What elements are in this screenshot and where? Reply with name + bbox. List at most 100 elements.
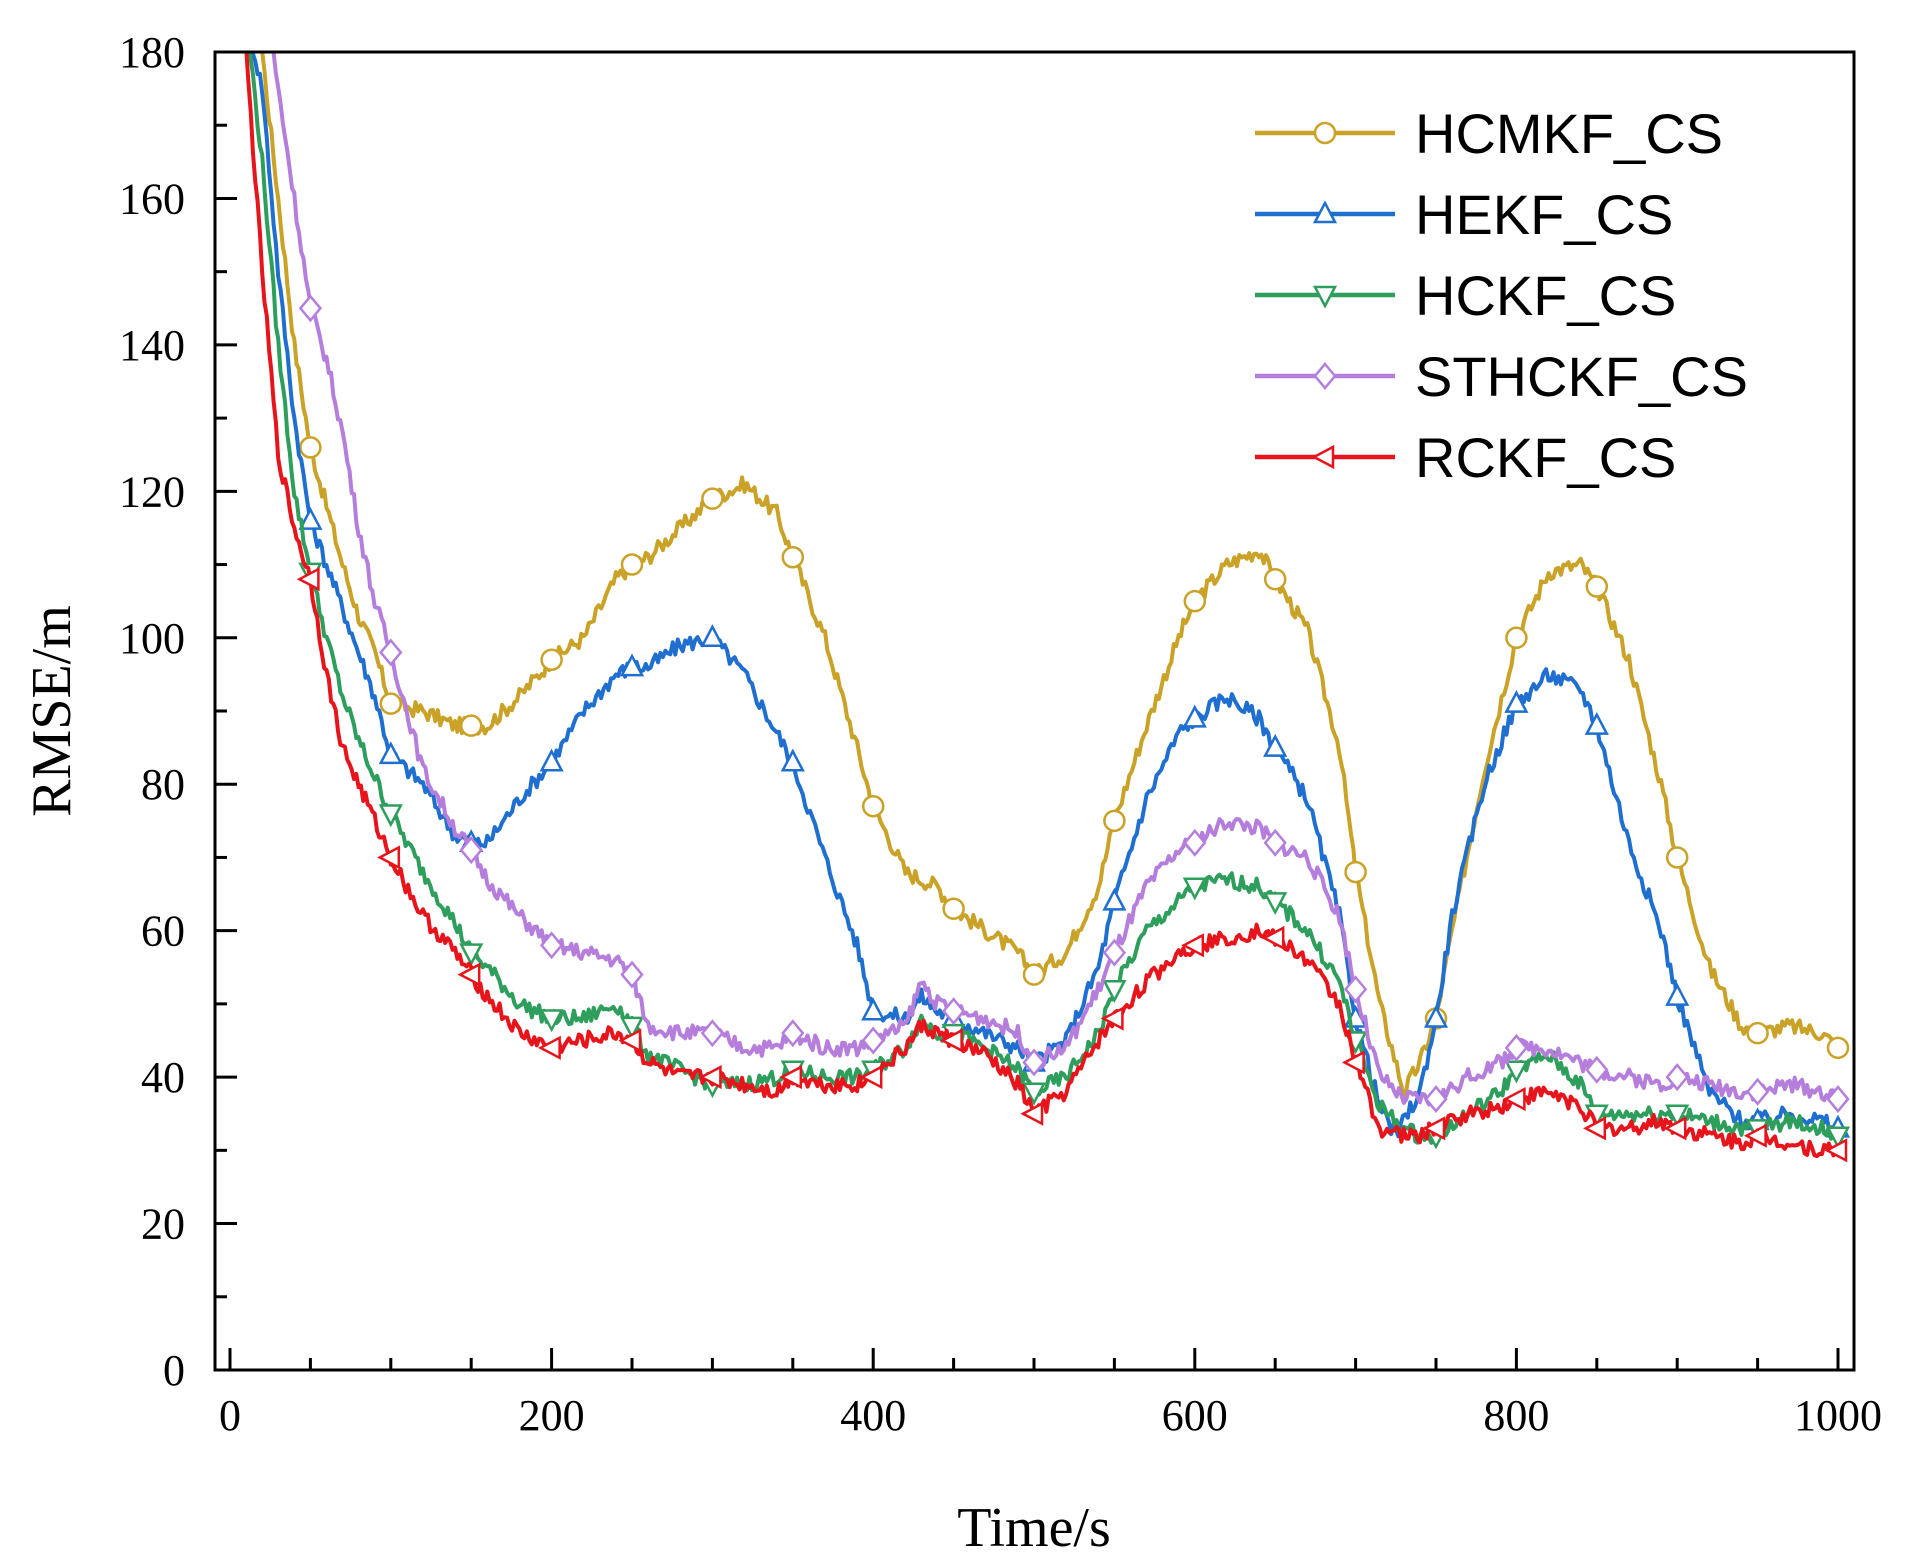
data-point-marker (1021, 1082, 1047, 1106)
data-point-marker (1102, 979, 1127, 1003)
y-tick-label: 60 (141, 907, 185, 956)
data-point-marker (1825, 1126, 1851, 1150)
data-point-marker (1261, 925, 1285, 951)
data-point-marker (1824, 1138, 1848, 1163)
legend-item: HEKF_CS (1255, 183, 1673, 246)
legend-marker (1312, 200, 1338, 224)
data-point-marker (1181, 933, 1205, 958)
x-axis-title: Time/s (957, 1497, 1111, 1559)
legend-label: HCKF_CS (1415, 264, 1676, 327)
y-axis-title: RMSE/m (21, 605, 83, 817)
data-point-marker (619, 1016, 645, 1040)
data-point-marker (1182, 877, 1207, 901)
y-tick-label: 20 (141, 1200, 185, 1249)
data-point-marker (1182, 704, 1207, 728)
data-point-marker (698, 1065, 722, 1090)
series-layer (244, 52, 1851, 1163)
data-point-marker (1826, 1085, 1850, 1114)
legend-item: RCKF_CS (1255, 426, 1676, 489)
data-point-marker (1263, 567, 1287, 591)
data-point-marker (700, 1019, 725, 1048)
data-point-marker (701, 487, 724, 510)
data-point-marker (459, 836, 483, 865)
data-point-marker (1423, 1004, 1449, 1028)
y-tick-label: 180 (119, 28, 185, 77)
y-tick-label: 160 (119, 174, 185, 223)
data-point-marker (1583, 1116, 1607, 1141)
x-tick-label: 200 (519, 1391, 585, 1440)
data-point-marker (377, 845, 401, 870)
data-point-marker (942, 897, 965, 920)
data-point-marker (299, 436, 322, 459)
data-point-marker (1504, 689, 1529, 713)
data-point-marker (1263, 733, 1288, 757)
data-point-marker (298, 294, 323, 323)
y-tick-label: 140 (119, 321, 185, 370)
data-point-marker (619, 653, 645, 677)
data-point-marker (1424, 1085, 1448, 1114)
data-point-marker (1263, 892, 1288, 916)
data-point-marker (779, 1065, 803, 1090)
data-point-marker (1665, 1104, 1690, 1128)
legend-label: HCMKF_CS (1415, 102, 1723, 165)
legend: HCMKF_CS HEKF_CS HCKF_CS STHCKF_CS RCKF_CS (1255, 102, 1748, 489)
series-RCKF_CS (244, 52, 1848, 1163)
data-point-marker (1665, 982, 1690, 1006)
y-tick-label: 100 (119, 614, 185, 663)
legend-label: RCKF_CS (1415, 426, 1676, 489)
data-point-marker (1663, 1116, 1687, 1141)
data-point-marker (539, 748, 564, 772)
data-point-marker (1743, 1123, 1767, 1148)
data-point-marker (941, 997, 966, 1026)
data-point-marker (539, 931, 564, 960)
x-tick-label: 400 (840, 1391, 906, 1440)
legend-marker (1312, 285, 1338, 309)
series-HCMKF_CS (259, 52, 1850, 1099)
data-point-marker (781, 545, 805, 569)
data-point-marker (700, 624, 725, 648)
data-point-marker (1585, 1055, 1609, 1084)
data-point-marker (296, 567, 320, 592)
data-point-marker (1504, 1033, 1529, 1062)
x-tick-label: 600 (1162, 1391, 1228, 1440)
data-point-marker (620, 960, 644, 989)
data-point-marker (1422, 1116, 1446, 1141)
series-STHCKF_CS (271, 52, 1850, 1114)
x-tick-label: 800 (1483, 1391, 1549, 1440)
data-point-marker (1746, 1021, 1769, 1045)
y-axis-ticks: 0 20 40 60 80 100 120 140 160 180 (119, 28, 237, 1395)
legend-marker (1311, 444, 1335, 470)
data-point-marker (379, 692, 403, 715)
data-point-marker (1584, 711, 1609, 735)
data-point-marker (939, 1028, 963, 1053)
data-point-marker (861, 794, 885, 818)
data-point-marker (537, 1035, 561, 1060)
data-point-marker (1102, 887, 1127, 911)
data-point-marker (1665, 846, 1689, 869)
data-point-marker (1263, 828, 1287, 857)
legend-label: HEKF_CS (1415, 183, 1673, 246)
x-tick-label: 1000 (1794, 1391, 1882, 1440)
data-point-marker (378, 804, 403, 828)
data-point-marker (859, 1065, 883, 1090)
data-point-marker (1585, 575, 1609, 598)
data-point-marker (1183, 589, 1207, 613)
data-point-marker (620, 553, 644, 576)
data-point-marker (861, 997, 886, 1021)
data-point-marker (781, 1019, 805, 1048)
data-point-marker (1502, 1087, 1526, 1112)
data-point-marker (1344, 860, 1367, 884)
legend-label: STHCKF_CS (1415, 345, 1748, 408)
data-point-marker (1505, 626, 1528, 650)
data-point-marker (1102, 938, 1127, 967)
x-tick-label: 0 (219, 1391, 241, 1440)
data-point-marker (780, 748, 805, 772)
data-point-marker (457, 962, 481, 987)
data-point-marker (1020, 1101, 1044, 1126)
data-point-marker (1183, 828, 1207, 857)
legend-marker (1313, 121, 1337, 145)
x-axis-ticks: 0 200 400 600 800 1000 (219, 1348, 1882, 1440)
y-tick-label: 80 (141, 760, 185, 809)
